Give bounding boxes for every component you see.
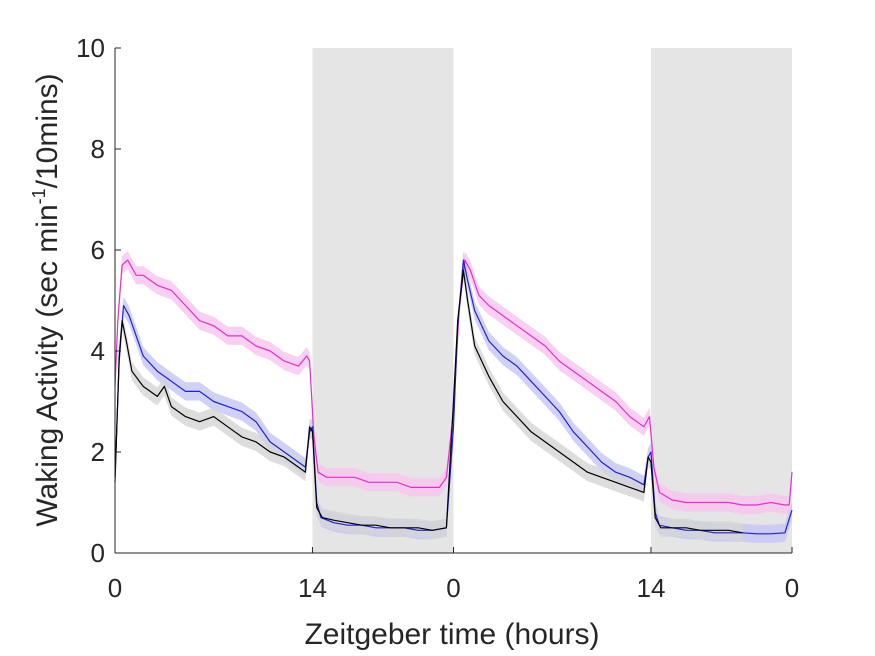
y-tick-label: 2 — [91, 437, 105, 467]
series-3-line — [114, 269, 743, 534]
x-tick-label: 0 — [785, 573, 799, 603]
error-bands — [115, 251, 792, 543]
y-axis-title-sup: -1 — [29, 188, 49, 204]
series-3-band — [115, 261, 743, 542]
y-axis-title-tail: /10mins) — [31, 73, 64, 188]
tick-labels: 0 2 4 6 8 10 0 14 0 14 0 — [76, 33, 799, 603]
y-tick-label: 4 — [91, 336, 105, 366]
series-lines — [114, 259, 793, 535]
x-tick-label: 0 — [108, 573, 122, 603]
x-tick-label: 14 — [298, 573, 327, 603]
y-tick-label: 8 — [91, 134, 105, 164]
dark-period-2 — [650, 48, 792, 553]
y-tick-label: 0 — [91, 538, 105, 568]
y-tick-label: 6 — [91, 235, 105, 265]
axes — [114, 47, 793, 554]
x-axis-title: Zeitgeber time (hours) — [304, 618, 599, 651]
y-axis-title-main: Waking Activity (sec min — [31, 204, 64, 526]
y-tick-label: 10 — [76, 33, 105, 63]
series-2-band — [115, 251, 792, 543]
x-tick-label: 0 — [446, 573, 460, 603]
x-tick-label: 14 — [636, 573, 665, 603]
y-axis-title: Waking Activity (sec min-1/10mins) — [29, 73, 64, 526]
series-1-line — [114, 259, 793, 506]
